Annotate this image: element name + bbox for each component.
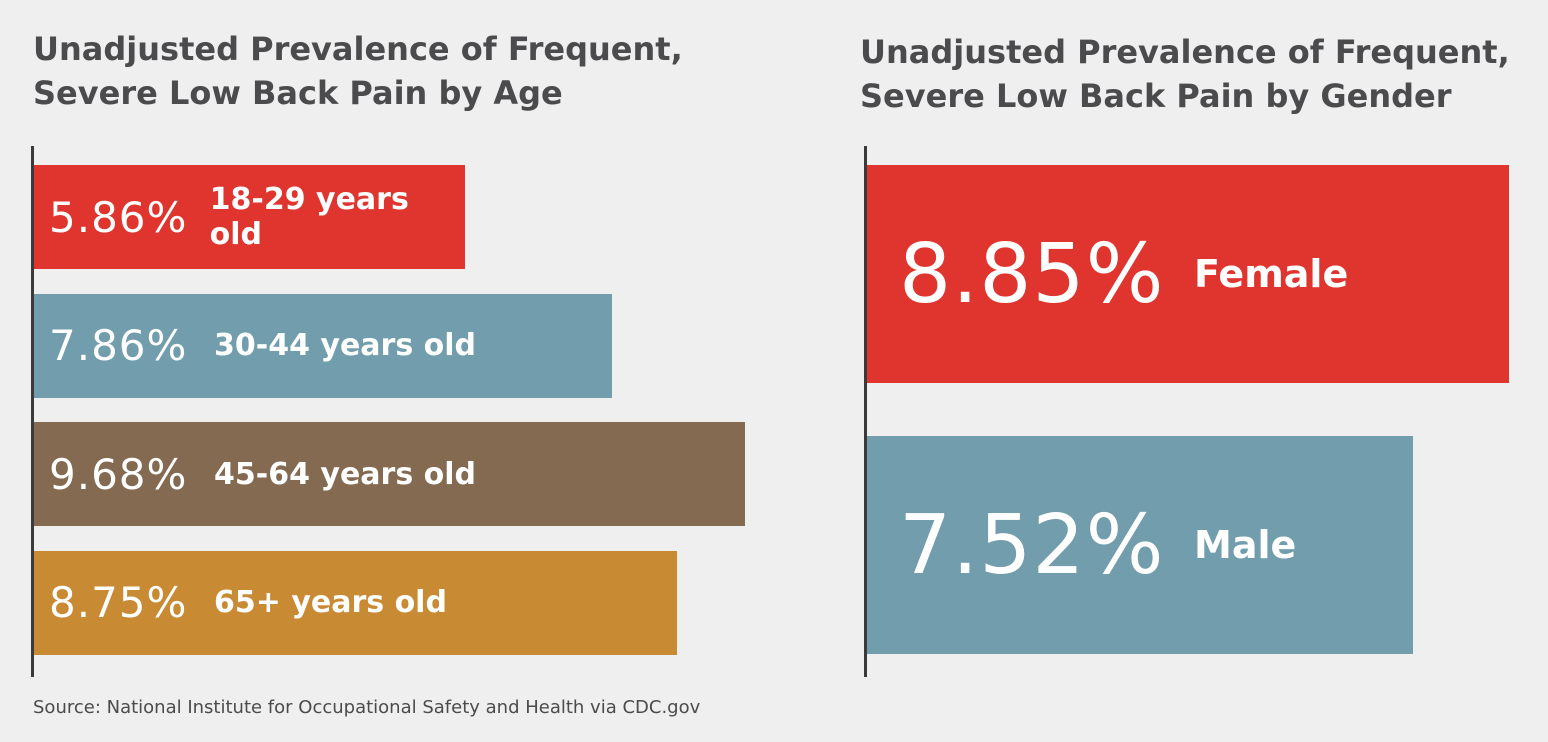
age-bar: 9.68% 45-64 years old	[34, 422, 746, 526]
age-value-label: 9.68%	[49, 449, 188, 499]
age-category-label: 45-64 years old	[214, 456, 477, 492]
age-bar: 7.86% 30-44 years old	[34, 293, 612, 398]
age-chart-title: Unadjusted Prevalence of Frequent, Sever…	[33, 30, 683, 112]
age-value-label: 8.75%	[49, 578, 188, 627]
age-value-label: 7.86%	[49, 321, 188, 370]
gender-category-label: Female	[1194, 252, 1349, 296]
gender-category-label: Male	[1194, 523, 1297, 567]
source-note: Source: National Institute for Occupatio…	[33, 697, 701, 718]
gender-chart-axis	[864, 146, 867, 677]
age-bar: 5.86% 18-29 years old	[34, 165, 465, 269]
gender-value-label: 7.52%	[899, 497, 1165, 593]
gender-bar: 8.85% Female	[867, 165, 1510, 383]
gender-bar: 7.52% Male	[867, 436, 1413, 654]
age-chart-axis	[31, 146, 34, 677]
age-category-label: 65+ years old	[214, 585, 447, 620]
gender-value-label: 8.85%	[899, 226, 1165, 322]
gender-chart-title: Unadjusted Prevalence of Frequent, Sever…	[860, 33, 1510, 115]
age-category-label: 30-44 years old	[214, 328, 477, 363]
age-value-label: 5.86%	[49, 192, 188, 242]
age-category-label: 18-29 years old	[209, 182, 409, 252]
age-bar: 8.75% 65+ years old	[34, 550, 678, 655]
